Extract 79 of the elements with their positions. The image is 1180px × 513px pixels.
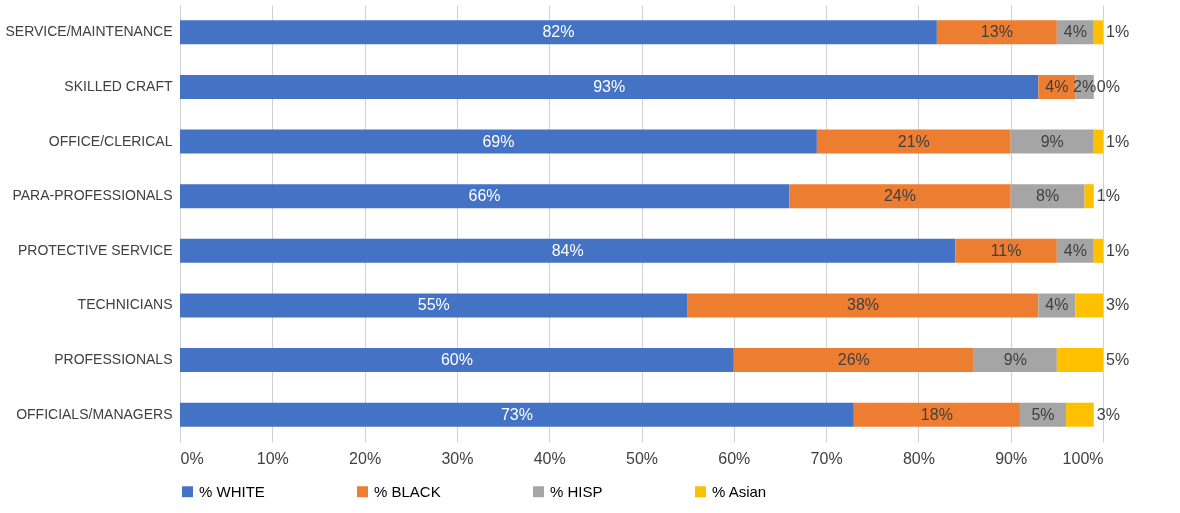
bar — [789, 184, 1011, 209]
data-label: 3% — [1096, 405, 1120, 423]
bar — [936, 20, 1057, 45]
x-tick-label: 20% — [349, 449, 382, 467]
bar — [180, 129, 817, 154]
data-label: 21% — [897, 132, 930, 150]
bar — [1084, 184, 1094, 209]
data-label: 13% — [980, 23, 1013, 41]
bar — [816, 129, 1011, 154]
data-label: 55% — [417, 296, 450, 314]
data-label: 0% — [1096, 77, 1120, 95]
data-label: 11% — [990, 241, 1022, 259]
data-label: 26% — [837, 351, 870, 369]
data-label: 1% — [1096, 187, 1120, 205]
bar — [180, 20, 937, 45]
y-tick-label: OFFICE/CLERICAL — [48, 132, 173, 149]
data-label: 60% — [440, 351, 473, 369]
data-label: 38% — [847, 296, 880, 314]
data-label: 4% — [1045, 296, 1069, 314]
bar — [687, 293, 1039, 318]
x-tick-label: 0% — [180, 449, 204, 467]
data-label: 93% — [593, 77, 626, 95]
y-tick-label: PARA-PROFESSIONALS — [12, 187, 173, 204]
bar — [955, 238, 1057, 263]
bar — [180, 184, 790, 209]
x-tick-label: 70% — [810, 449, 843, 467]
data-label: 4% — [1063, 241, 1087, 259]
x-tick-label: 90% — [995, 449, 1028, 467]
data-label: 4% — [1063, 23, 1087, 41]
bar — [853, 402, 1020, 427]
legend-label: % Asian — [712, 482, 767, 500]
data-label: 8% — [1036, 187, 1060, 205]
x-tick-label: 80% — [902, 449, 935, 467]
data-label: 73% — [500, 405, 533, 423]
bar — [1010, 129, 1094, 154]
data-label: 9% — [1040, 132, 1064, 150]
data-label: 69% — [482, 132, 515, 150]
bar — [180, 348, 734, 373]
legend-label: % HISP — [550, 482, 603, 500]
y-tick-label: PROFESSIONALS — [54, 351, 173, 368]
legend-label: % WHITE — [199, 482, 265, 500]
data-label: 5% — [1031, 405, 1055, 423]
data-label: 84% — [551, 241, 584, 259]
bar — [1093, 238, 1103, 263]
x-tick-label: 50% — [625, 449, 659, 467]
y-tick-label: PROTECTIVE SERVICE — [17, 241, 173, 258]
data-label: 3% — [1106, 296, 1130, 314]
bar — [180, 74, 1039, 99]
bar — [180, 293, 688, 318]
data-label: 4% — [1045, 77, 1069, 95]
bar — [1056, 348, 1103, 373]
x-tick-label: 40% — [533, 449, 566, 467]
legend-label: % BLACK — [374, 482, 441, 500]
data-label: 18% — [920, 405, 953, 423]
bar — [180, 402, 854, 427]
bar — [733, 348, 974, 373]
data-label: 1% — [1106, 23, 1130, 41]
x-tick-label: 30% — [441, 449, 474, 467]
x-tick-label: 100% — [1062, 449, 1104, 467]
data-label: 82% — [542, 23, 575, 41]
bar — [180, 238, 956, 263]
bar — [1093, 129, 1103, 154]
y-tick-label: SKILLED CRAFT — [64, 77, 173, 94]
data-label: 1% — [1106, 241, 1130, 259]
y-tick-label: OFFICIALS/MANAGERS — [16, 405, 173, 422]
data-label: 5% — [1106, 351, 1130, 369]
x-tick-label: 10% — [256, 449, 289, 467]
x-tick-label: 60% — [718, 449, 751, 467]
bar — [1093, 20, 1103, 45]
y-tick-label: SERVICE/MAINTENANCE — [5, 23, 173, 40]
bar — [1010, 184, 1085, 209]
bar — [1075, 293, 1103, 318]
bar — [1066, 402, 1094, 427]
data-label: 9% — [1003, 351, 1027, 369]
data-label: 24% — [883, 187, 916, 205]
data-label: 1% — [1106, 132, 1130, 150]
y-tick-label: TECHNICIANS — [77, 296, 173, 313]
data-label: 66% — [468, 187, 501, 205]
bar — [973, 348, 1057, 373]
